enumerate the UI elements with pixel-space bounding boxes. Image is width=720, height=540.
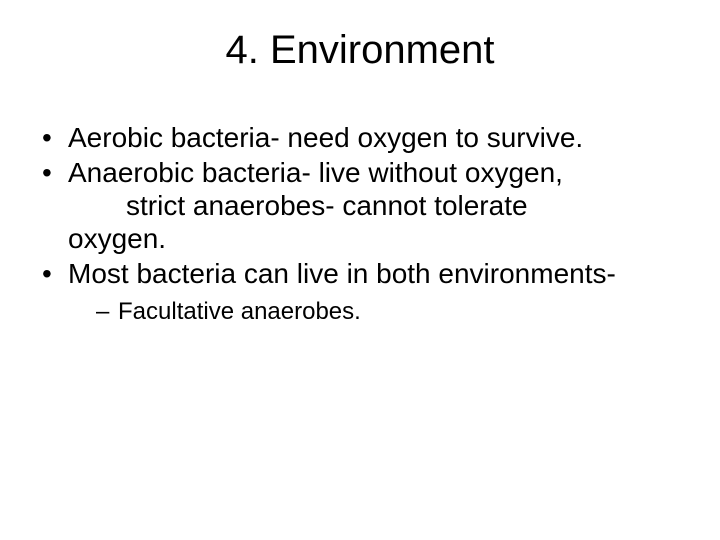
sub-bullet-item: Facultative anaerobes. [96,298,690,327]
slide-title: 4. Environment [30,28,690,73]
slide-container: 4. Environment Aerobic bacteria- need ox… [0,0,720,540]
bullet-list: Aerobic bacteria- need oxygen to survive… [30,121,690,327]
bullet-item: Aerobic bacteria- need oxygen to survive… [40,121,690,154]
bullet-text: Aerobic bacteria- need oxygen to survive… [68,122,583,153]
bullet-item: Anaerobic bacteria- live without oxygen,… [40,156,690,255]
bullet-item: Most bacteria can live in both environme… [40,257,690,327]
sub-bullet-list: Facultative anaerobes. [68,298,690,327]
bullet-text: Most bacteria can live in both environme… [68,258,616,289]
bullet-text: Anaerobic bacteria- live without oxygen, [68,157,563,188]
bullet-continuation: strict anaerobes- cannot tolerate [68,189,690,222]
sub-bullet-text: Facultative anaerobes. [118,298,361,325]
bullet-continuation: oxygen. [68,222,690,255]
